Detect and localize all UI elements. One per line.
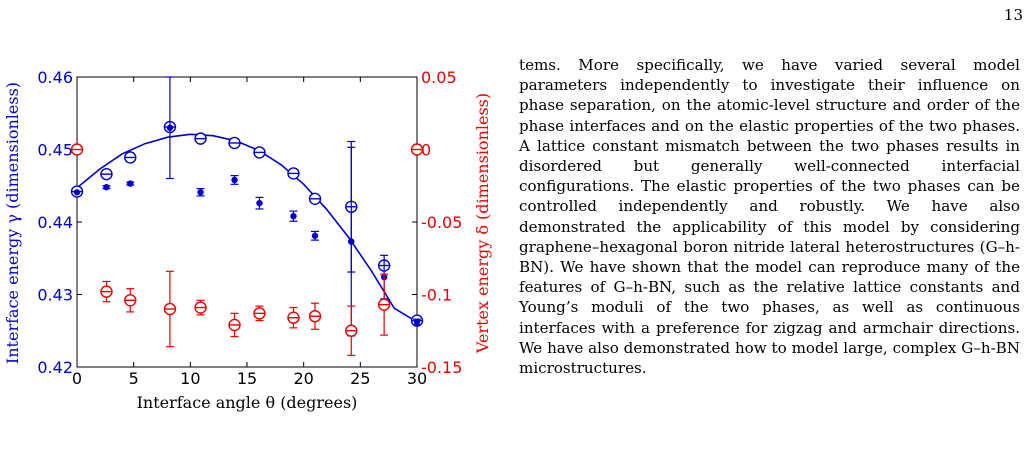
- marks-layer: [70, 76, 424, 356]
- ticks-layer: 0 5 10 15 20 25 30 0.42 0.43 0.44 0.45 0.46 -0.15 -0.…: [37, 68, 462, 388]
- x-tick-label: 20: [293, 369, 313, 388]
- x-tick-label: 0: [72, 369, 82, 388]
- left-y-tick-label: 0.44: [37, 213, 73, 232]
- right-y-tick-label: 0: [421, 141, 431, 160]
- x-tick-label: 25: [350, 369, 370, 388]
- right-y-tick-label: -0.1: [421, 286, 452, 305]
- interface-energy-chart: 0 5 10 15 20 25 30 0.42 0.43 0.44 0.45 0.46 -0.15 -0.…: [3, 68, 492, 412]
- page-number: 13: [1003, 6, 1023, 24]
- data-point: [413, 318, 421, 326]
- data-point: [256, 199, 263, 207]
- data-point: [127, 180, 134, 187]
- paragraph: tems. More specifically, we have varied …: [519, 56, 1020, 378]
- x-tick-label: 10: [180, 369, 200, 388]
- left-y-axis-label: Interface energy γ (dimensionless): [3, 82, 22, 364]
- data-point: [197, 189, 204, 196]
- body-text: tems. More specifically, we have varied …: [519, 55, 1020, 378]
- data-point: [348, 238, 355, 245]
- left-y-tick-label: 0.43: [37, 286, 73, 305]
- data-point: [73, 189, 81, 196]
- right-y-axis-label: Vertex energy δ (dimensionless): [473, 93, 492, 354]
- left-y-tick-label: 0.45: [37, 141, 73, 160]
- data-point: [231, 176, 238, 184]
- data-point: [166, 124, 174, 131]
- x-tick-label: 30: [407, 369, 427, 388]
- right-y-tick-label: -0.15: [421, 358, 462, 377]
- data-point: [290, 213, 297, 220]
- left-y-tick-label: 0.46: [37, 68, 73, 87]
- x-tick-label: 15: [237, 369, 257, 388]
- data-point: [311, 232, 319, 239]
- data-point: [103, 184, 110, 191]
- x-tick-label: 5: [129, 369, 139, 388]
- left-y-tick-label: 0.42: [37, 358, 73, 377]
- fit-curve: [76, 133, 418, 323]
- plot-frame: [76, 76, 418, 368]
- right-y-tick-label: 0.05: [421, 68, 457, 87]
- x-axis-label: Interface angle θ (degrees): [137, 393, 358, 412]
- right-y-tick-label: -0.05: [421, 213, 462, 232]
